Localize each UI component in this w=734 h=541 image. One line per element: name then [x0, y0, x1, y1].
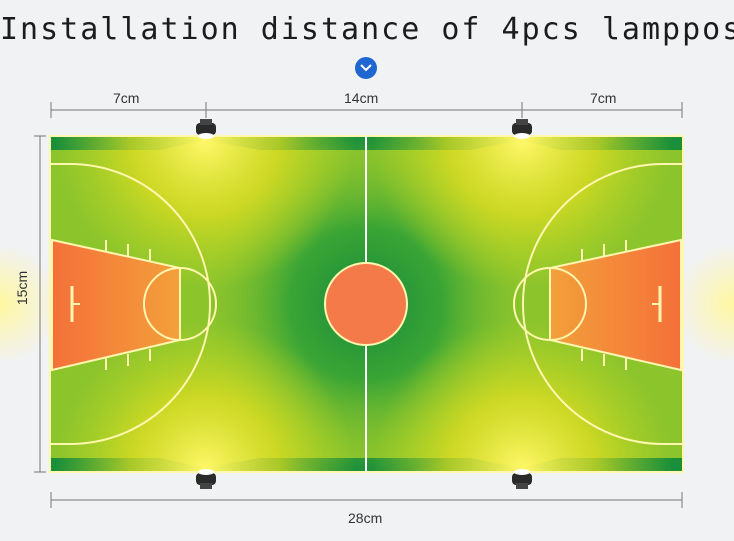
chevron-down-icon[interactable]	[355, 57, 377, 79]
lane-marks-left	[105, 240, 151, 370]
center-circle	[324, 262, 408, 346]
dimension-label-top-middle: 14cm	[344, 90, 379, 106]
lamppost-top-left	[196, 119, 216, 139]
dimension-label-top-left: 7cm	[113, 90, 140, 106]
dimension-lines	[34, 102, 683, 508]
lamppost-bottom-right	[512, 469, 532, 489]
page-title: Installation distance of 4pcs lamppost	[0, 12, 734, 47]
dimension-label-bottom: 28cm	[348, 510, 383, 526]
three-point-arc-right	[522, 163, 683, 445]
side-glow-right	[684, 150, 734, 460]
side-glow-left	[0, 150, 50, 460]
lane-marks-right	[581, 240, 627, 370]
dimension-label-top-right: 7cm	[590, 90, 617, 106]
three-point-arc-left	[50, 163, 211, 445]
lamppost-top-right	[512, 119, 532, 139]
free-throw-circle-left	[143, 267, 217, 341]
dimension-label-side: 15cm	[14, 270, 30, 306]
lamppost-bottom-left	[196, 469, 216, 489]
free-throw-circle-right	[513, 267, 587, 341]
